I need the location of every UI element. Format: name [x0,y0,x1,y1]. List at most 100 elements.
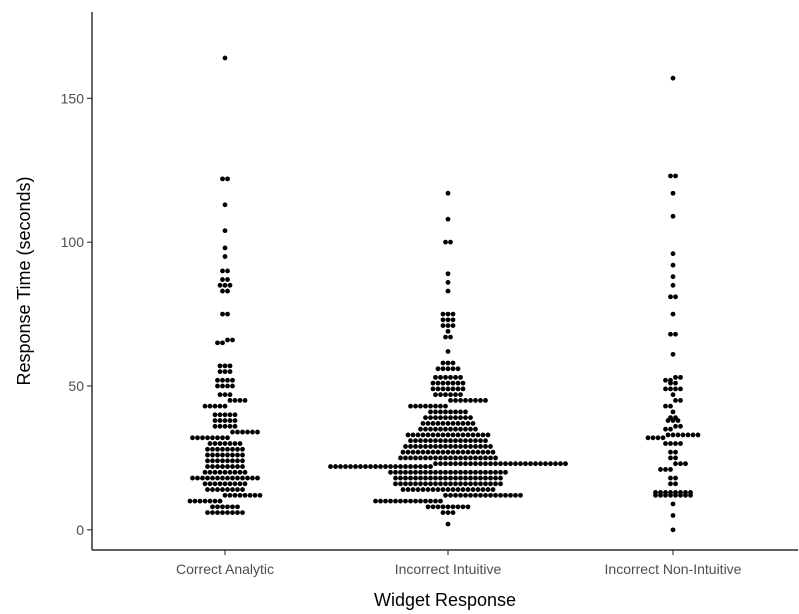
data-point [225,510,230,515]
data-point [443,334,448,340]
data-point [450,449,456,455]
data-point [498,469,503,475]
data-point [358,464,363,469]
data-point [468,426,473,432]
data-point [460,386,466,392]
data-point [678,374,683,380]
data-point [533,461,538,467]
data-point [230,464,235,469]
data-point [475,487,481,492]
data-point [668,173,673,179]
data-point [235,487,240,492]
data-point [408,455,413,461]
data-point [465,432,471,438]
data-point [212,469,218,475]
data-point [670,351,676,357]
data-point [683,490,688,495]
data-point [453,426,458,432]
data-point [453,392,458,398]
data-point [230,487,235,492]
data-point [190,435,195,441]
data-point [435,487,441,492]
data-point [428,498,433,504]
data-point [240,510,245,515]
data-point [670,262,676,268]
data-point [435,421,441,426]
data-point [398,475,403,481]
data-point [408,498,413,504]
data-point [423,464,428,469]
data-point [688,490,693,495]
data-point [473,461,478,467]
data-point [423,415,428,421]
data-point [465,449,471,455]
data-point [428,464,433,469]
data-point [420,487,426,492]
data-point [503,492,508,498]
data-point [445,380,451,386]
data-point [673,455,678,461]
data-point [215,383,220,389]
data-point [443,475,448,481]
data-point [202,481,208,487]
data-point [670,251,676,257]
data-point [450,317,456,323]
data-point [220,510,225,515]
data-point [670,282,676,288]
data-point [455,432,461,438]
data-point [463,475,468,481]
data-point [222,392,228,398]
data-point [257,492,263,498]
data-point [430,487,436,492]
data-point [388,464,393,469]
data-point [448,426,453,432]
data-point [225,464,230,469]
data-point [227,441,233,446]
data-point [242,481,248,487]
data-point [673,441,678,446]
data-point [222,254,228,259]
data-point [453,398,458,403]
data-point [197,498,203,504]
data-point [430,421,436,426]
data-point [413,475,418,481]
data-point [237,492,243,498]
data-point [690,432,696,438]
data-point [445,216,451,222]
data-point [448,455,453,461]
data-point [663,467,668,472]
data-point [410,432,416,438]
data-point [240,452,245,458]
data-point [485,432,491,438]
data-point [453,492,458,498]
data-point [450,360,456,366]
data-point [222,403,228,409]
data-point [673,374,678,380]
data-point [413,444,418,449]
data-point [423,426,428,432]
data-point [207,481,213,487]
data-point [443,461,448,467]
data-point [227,481,233,487]
data-point [212,481,218,487]
data-point [187,498,193,504]
data-point [435,366,441,372]
data-point [220,377,225,383]
data-point [440,449,446,455]
data-point [438,426,443,432]
data-point [220,504,225,510]
data-point [443,392,448,398]
data-point [207,469,213,475]
data-point [232,398,238,403]
data-point [220,464,225,469]
data-point [460,487,466,492]
data-point [212,418,218,423]
data-point [455,421,461,426]
data-point [227,418,233,423]
y-tick-label: 0 [76,522,84,538]
data-point [453,415,458,421]
data-point [440,421,446,426]
data-point [448,392,453,398]
data-points [187,55,701,533]
data-point [328,464,333,469]
